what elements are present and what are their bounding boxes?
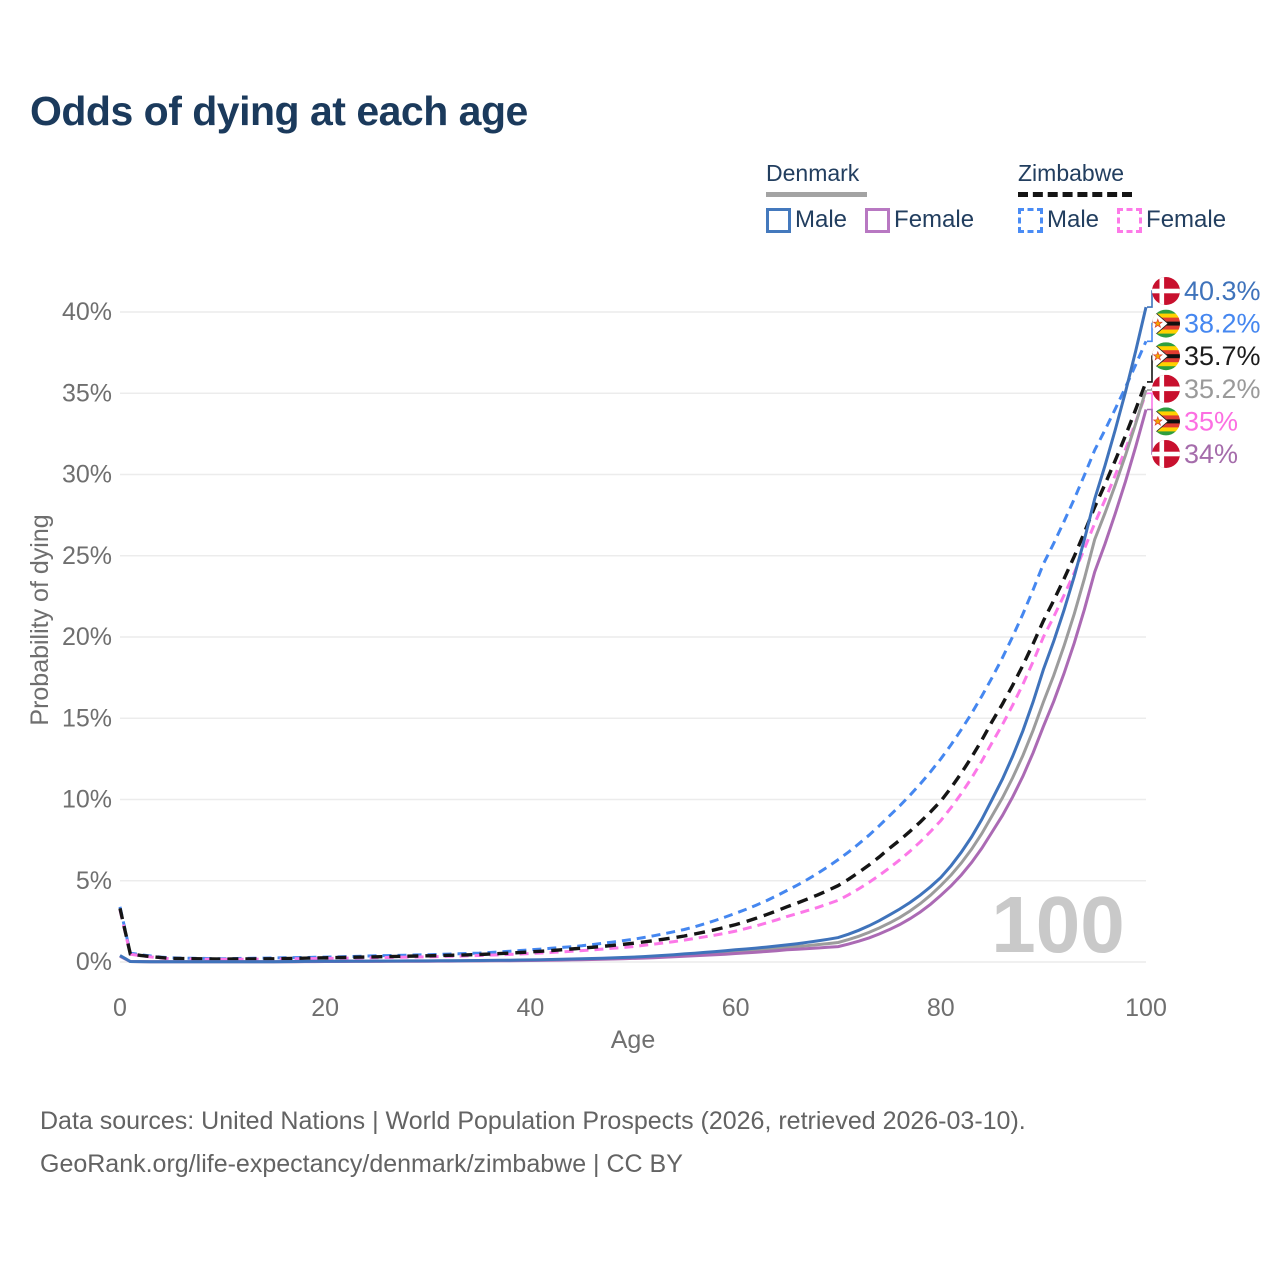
legend-group-zimbabwe: Zimbabwe Male Female — [1018, 160, 1244, 234]
denmark-male-swatch[interactable] — [766, 207, 791, 233]
denmark-flag-icon — [1152, 277, 1180, 305]
zimbabwe-female-label: Female — [1146, 206, 1227, 233]
denmark-flag-icon — [1152, 374, 1180, 403]
x-tick-label: 60 — [722, 994, 750, 1022]
end-label-value-zimbabwe-male: 38.2% — [1184, 309, 1261, 339]
x-tick-label: 20 — [311, 994, 339, 1022]
footer: Data sources: United Nations | World Pop… — [40, 1100, 1026, 1186]
x-tick-label: 80 — [927, 994, 955, 1022]
zimbabwe-flag-icon — [1152, 407, 1180, 436]
legend-title-zimbabwe: Zimbabwe — [1018, 160, 1133, 197]
series-line-denmark-female — [119, 409, 1148, 964]
y-axis-title: Probability of dying — [26, 514, 54, 725]
zimbabwe-male-label: Male — [1047, 206, 1100, 233]
watermark-age: 100 — [991, 880, 1124, 969]
denmark-female-label: Female — [894, 206, 975, 233]
zimbabwe-male-swatch[interactable] — [1018, 207, 1043, 233]
series-line-zimbabwe-both — [118, 381, 1148, 961]
y-tick-label: 30% — [62, 461, 112, 489]
x-tick-label: 100 — [1125, 994, 1167, 1022]
y-tick-label: 15% — [62, 704, 112, 732]
legend-title-denmark: Denmark — [766, 160, 868, 197]
chart-legend: Denmark Male Female Zimbabwe Male Female — [0, 160, 1280, 250]
end-label-value-zimbabwe-female: 35% — [1184, 406, 1238, 436]
end-label-value-denmark-male: 40.3% — [1184, 276, 1261, 306]
y-tick-label: 5% — [76, 867, 112, 895]
y-tick-label: 0% — [76, 948, 112, 976]
end-label-value-denmark-both: 35.2% — [1184, 374, 1261, 404]
y-tick-label: 25% — [62, 542, 112, 570]
y-tick-label: 35% — [62, 379, 112, 407]
x-tick-label: 40 — [516, 994, 544, 1022]
y-tick-label: 20% — [62, 623, 112, 651]
y-tick-label: 10% — [62, 786, 112, 814]
x-tick-label: 0 — [113, 994, 127, 1022]
zimbabwe-female-swatch[interactable] — [1117, 207, 1143, 233]
x-axis-title: Age — [611, 1026, 655, 1054]
y-tick-label: 40% — [62, 298, 112, 326]
zimbabwe-flag-icon — [1152, 309, 1180, 338]
series-line-zimbabwe-male — [118, 340, 1148, 961]
data-sources-text: Data sources: United Nations | World Pop… — [40, 1107, 1026, 1135]
denmark-female-swatch[interactable] — [865, 207, 891, 233]
end-label-value-zimbabwe-both: 35.7% — [1184, 341, 1261, 371]
denmark-flag-icon — [1152, 440, 1180, 468]
legend-group-denmark: Denmark Male Female — [766, 160, 992, 234]
end-label-value-denmark-female: 34% — [1184, 439, 1238, 469]
attribution-text: GeoRank.org/life-expectancy/denmark/zimb… — [40, 1150, 683, 1178]
zimbabwe-flag-icon — [1152, 342, 1180, 371]
denmark-male-label: Male — [795, 206, 848, 233]
series-line-denmark-both — [119, 389, 1148, 964]
mortality-line-chart: 0% 5% 10% 15% 20% 25% 30% 35% 40% 0 20 40 60 80 100 Age… — [26, 276, 1261, 1054]
series-line-denmark-male — [119, 306, 1148, 964]
series-line-zimbabwe-female — [118, 392, 1148, 961]
page-title: Odds of dying at each age — [30, 88, 528, 134]
